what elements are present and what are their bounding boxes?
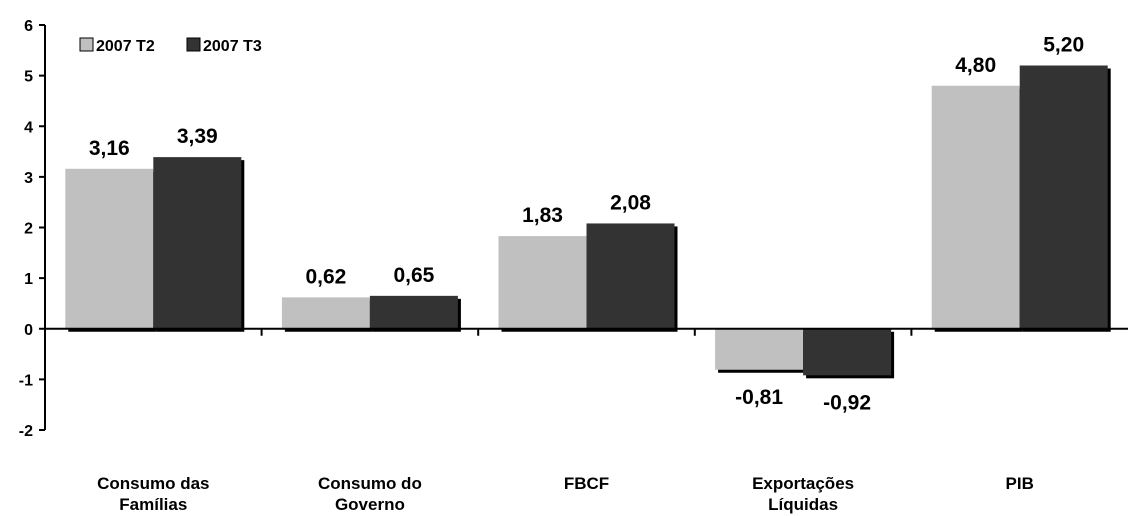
category-label: Exportações Líquidas bbox=[752, 474, 854, 514]
data-label: 0,62 bbox=[305, 265, 346, 288]
legend-swatch bbox=[79, 37, 94, 52]
y-tick-label: 4 bbox=[24, 119, 33, 136]
bar bbox=[1019, 65, 1108, 329]
y-tick-label: 0 bbox=[24, 322, 33, 339]
legend-label: 2007 T2 bbox=[96, 38, 155, 55]
data-label: 3,16 bbox=[89, 137, 130, 160]
data-label: 5,20 bbox=[1043, 34, 1084, 57]
category-labels: Consumo das Famílias Consumo do Governo FBCF… bbox=[97, 474, 1034, 514]
y-tick-label: 1 bbox=[24, 271, 33, 288]
data-label: -0,92 bbox=[823, 391, 871, 414]
bars bbox=[65, 65, 1111, 379]
data-label: 3,39 bbox=[177, 125, 218, 148]
category-label: FBCF bbox=[564, 474, 609, 493]
bar bbox=[498, 236, 587, 329]
bar bbox=[281, 297, 370, 329]
bar bbox=[931, 85, 1020, 329]
category-label: Consumo das Famílias bbox=[97, 474, 209, 514]
y-axis: -2 -1 0 1 2 3 4 5 6 bbox=[19, 18, 46, 440]
bar bbox=[65, 168, 154, 329]
y-tick-label: 3 bbox=[24, 170, 33, 187]
data-label: 1,83 bbox=[522, 204, 563, 227]
bar bbox=[153, 157, 242, 329]
y-tick-label: 2 bbox=[24, 221, 33, 238]
category-label: PIB bbox=[1006, 474, 1034, 493]
x-axis bbox=[45, 327, 1128, 336]
legend: 2007 T2 2007 T3 bbox=[79, 37, 262, 55]
y-tick-label: -2 bbox=[19, 423, 33, 440]
legend-swatch bbox=[186, 37, 201, 52]
bar bbox=[369, 295, 458, 329]
bar bbox=[586, 223, 675, 329]
category-label: Consumo do Governo bbox=[318, 474, 422, 514]
bar bbox=[715, 328, 804, 370]
bar bbox=[803, 328, 892, 376]
data-label: -0,81 bbox=[735, 386, 783, 409]
y-tick-label: 5 bbox=[24, 69, 33, 86]
data-labels: 3,16 3,39 0,62 0,65 1,83 2,08 -0,81 -0,92 4,80 5,… bbox=[89, 34, 1084, 415]
y-tick-label: 6 bbox=[24, 18, 33, 35]
legend-label: 2007 T3 bbox=[203, 38, 262, 55]
data-label: 2,08 bbox=[610, 191, 651, 214]
data-label: 4,80 bbox=[955, 54, 996, 77]
y-tick-label: -1 bbox=[19, 372, 33, 389]
data-label: 0,65 bbox=[393, 264, 434, 287]
